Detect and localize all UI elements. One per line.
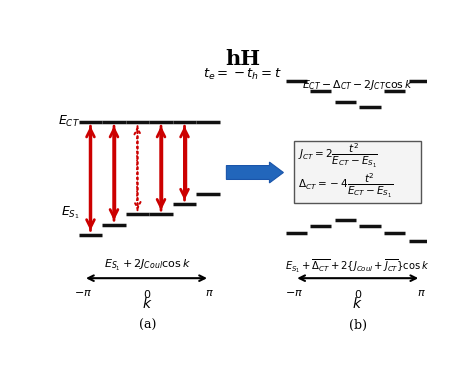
Text: (a): (a) xyxy=(139,319,156,332)
Text: $J_{CT}=2\dfrac{t^2}{E_{CT}-E_{S_1}}$: $J_{CT}=2\dfrac{t^2}{E_{CT}-E_{S_1}}$ xyxy=(298,141,378,170)
FancyArrow shape xyxy=(227,162,283,183)
Text: $k$: $k$ xyxy=(353,296,363,311)
Text: $-\pi$: $-\pi$ xyxy=(74,288,92,298)
FancyBboxPatch shape xyxy=(294,141,421,203)
Text: $t_e=-t_h = t$: $t_e=-t_h = t$ xyxy=(203,67,283,82)
Text: $E_{S_1}+\overline{\Delta_{CT}}+2\{J_{Coul}+\overline{J_{CT}}\}\cos k$: $E_{S_1}+\overline{\Delta_{CT}}+2\{J_{Co… xyxy=(285,257,430,274)
Text: $E_{CT}-\Delta_{CT}-2J_{CT}\cos k$: $E_{CT}-\Delta_{CT}-2J_{CT}\cos k$ xyxy=(302,79,413,92)
Text: $\pi$: $\pi$ xyxy=(205,288,214,298)
Text: $-\pi$: $-\pi$ xyxy=(285,288,303,298)
Text: $0$: $0$ xyxy=(354,288,362,300)
Text: $E_{CT}$: $E_{CT}$ xyxy=(57,114,80,129)
Text: hH: hH xyxy=(225,50,261,70)
Text: $E_{S_1}$: $E_{S_1}$ xyxy=(61,205,80,221)
Text: $\pi$: $\pi$ xyxy=(417,288,426,298)
Text: (b): (b) xyxy=(349,319,367,332)
Text: $0$: $0$ xyxy=(143,288,152,300)
Text: $k$: $k$ xyxy=(142,296,153,311)
Text: $\Delta_{CT}=-4\dfrac{t^2}{E_{CT}-E_{S_1}}$: $\Delta_{CT}=-4\dfrac{t^2}{E_{CT}-E_{S_1… xyxy=(298,171,393,200)
Text: $E_{S_1}+2J_{Coul}\cos k$: $E_{S_1}+2J_{Coul}\cos k$ xyxy=(104,258,191,273)
